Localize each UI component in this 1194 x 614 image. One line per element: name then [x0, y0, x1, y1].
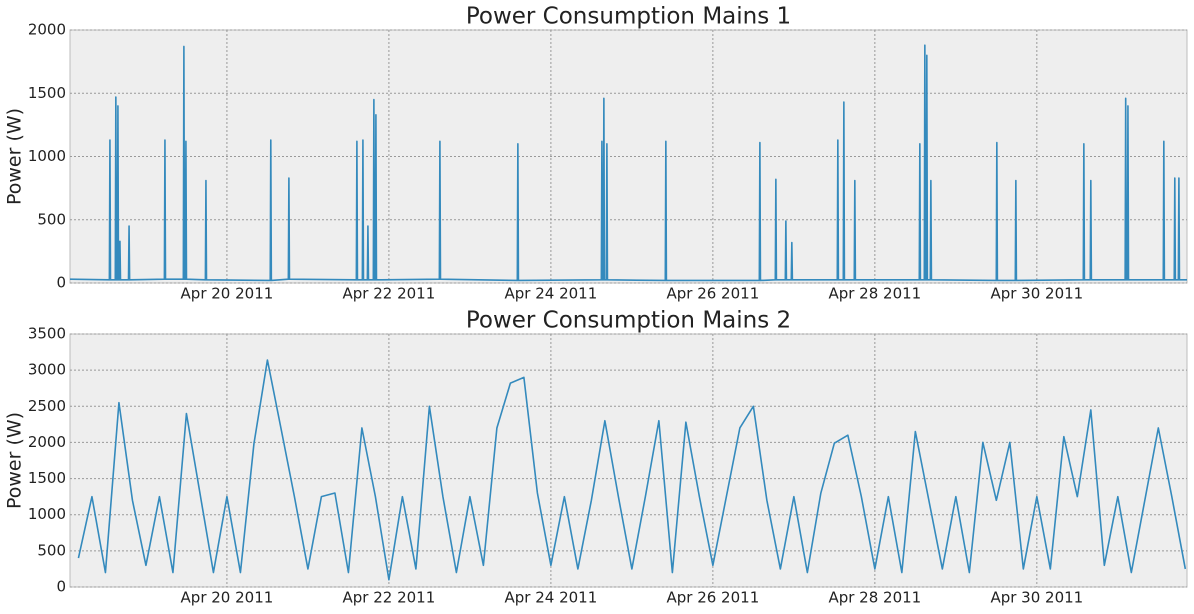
y-tick-label: 1000: [28, 505, 66, 523]
y-tick-label: 1500: [28, 84, 66, 102]
y-tick-label: 2000: [28, 433, 66, 451]
y-tick-label: 2500: [28, 397, 66, 415]
y-tick-label: 3000: [28, 361, 66, 379]
x-tick-label: Apr 30 2011: [990, 285, 1083, 303]
data-line: [77, 359, 1187, 581]
y-tick-label: 0: [56, 274, 66, 292]
y-tick-label: 1500: [28, 469, 66, 487]
x-tick-label: Apr 22 2011: [343, 285, 436, 303]
chart-title: Power Consumption Mains 2: [466, 308, 791, 334]
y-axis-label: Power (W): [4, 412, 26, 509]
y-tick-label: 0: [56, 578, 66, 596]
plot-background: [69, 29, 1188, 284]
y-axis-label: Power (W): [4, 108, 26, 205]
plot-background: [69, 333, 1188, 588]
y-tick-label: 3500: [28, 325, 66, 343]
y-tick-label: 1000: [28, 147, 66, 165]
x-tick-label: Apr 24 2011: [505, 589, 598, 607]
y-tick-label: 500: [37, 210, 66, 228]
x-tick-label: Apr 28 2011: [828, 589, 921, 607]
x-tick-label: Apr 28 2011: [828, 285, 921, 303]
chart-title: Power Consumption Mains 1: [466, 4, 791, 30]
x-tick-label: Apr 22 2011: [343, 589, 436, 607]
x-tick-label: Apr 20 2011: [181, 285, 274, 303]
x-tick-label: Apr 30 2011: [990, 589, 1083, 607]
data-line: [69, 44, 1187, 282]
x-tick-label: Apr 24 2011: [505, 285, 598, 303]
x-tick-label: Apr 20 2011: [181, 589, 274, 607]
y-tick-label: 2000: [28, 21, 66, 39]
x-tick-label: Apr 26 2011: [666, 285, 759, 303]
x-tick-label: Apr 26 2011: [666, 589, 759, 607]
y-tick-label: 500: [37, 541, 66, 559]
